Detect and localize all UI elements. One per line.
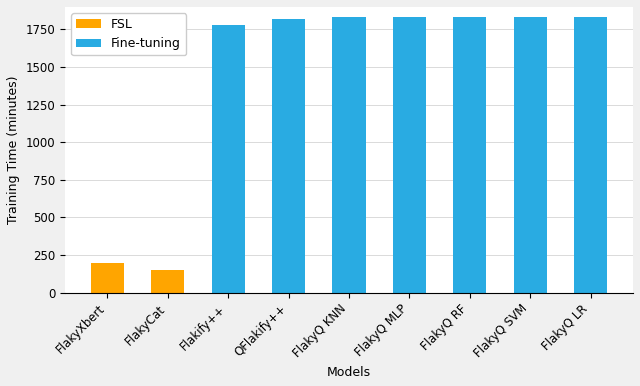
Bar [212,25,245,293]
Bar [574,17,607,293]
X-axis label: Models: Models [327,366,371,379]
Y-axis label: Training Time (minutes): Training Time (minutes) [7,76,20,224]
Bar [393,17,426,293]
Bar [272,19,305,293]
Bar [453,17,486,293]
Bar [151,270,184,293]
Bar [514,17,547,293]
Bar [332,17,365,293]
Bar [91,262,124,293]
Legend: FSL, Fine-tuning: FSL, Fine-tuning [71,13,186,56]
